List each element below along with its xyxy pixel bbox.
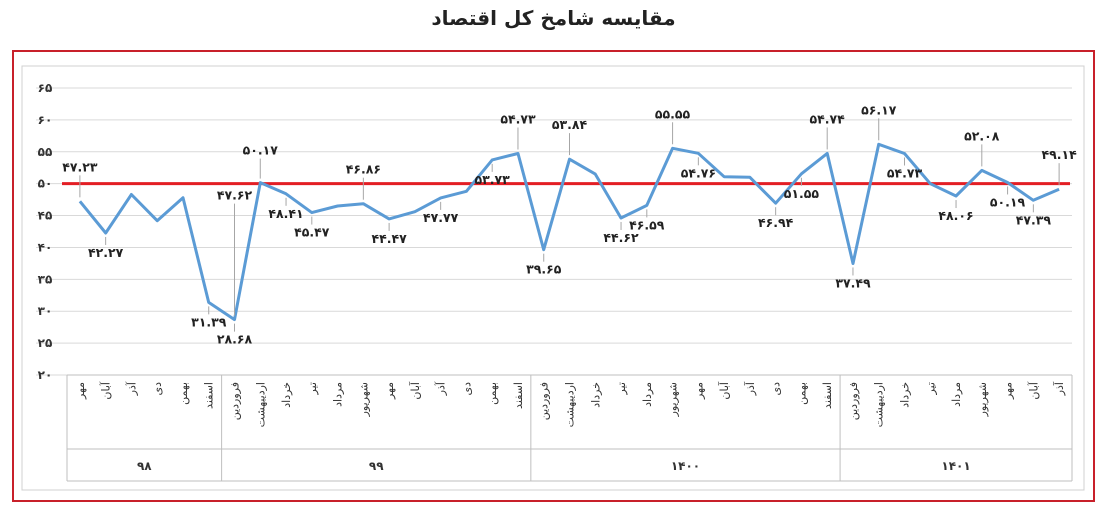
y-tick-label: ۵۵	[38, 145, 53, 159]
data-label: ۴۸.۴۱	[268, 206, 303, 221]
data-label: ۴۹.۱۴	[1041, 147, 1077, 162]
x-tick-label: بهمن	[795, 382, 808, 405]
gridlines	[36, 87, 1072, 482]
x-tick-label: مرداد	[332, 382, 345, 407]
x-tick-label: فروردین	[847, 382, 860, 420]
data-label: ۵۴.۷۴	[810, 111, 846, 126]
year-label: ۱۴۰۱	[941, 459, 970, 473]
x-tick-label: مرداد	[950, 382, 963, 407]
x-tick-label: اردیبهشت	[564, 382, 577, 427]
data-label: ۴۷.۷۷	[423, 210, 459, 225]
y-tick-label: ۶۵	[38, 81, 53, 95]
data-label: ۴۵.۴۷	[294, 225, 330, 240]
x-tick-label: آذر	[434, 381, 448, 396]
x-tick-label: مهر	[383, 382, 396, 400]
x-tick-label: تیر	[306, 382, 319, 395]
data-label: ۴۴.۴۷	[371, 231, 407, 246]
y-tick-label: ۵۰	[38, 177, 53, 191]
y-tick-label: ۲۰	[38, 368, 53, 382]
data-label: ۴۸.۰۶	[938, 208, 973, 223]
x-tick-label: دی	[460, 382, 473, 396]
y-tick-label: ۲۵	[38, 336, 53, 350]
x-tick-label: آبان	[408, 381, 422, 399]
y-tick-label: ۴۵	[38, 209, 53, 223]
year-label: ۱۴۰۰	[671, 459, 700, 473]
series-line	[78, 142, 1060, 322]
x-tick-label: فروردین	[229, 382, 242, 420]
data-label: ۳۱.۳۹	[191, 314, 227, 329]
x-tick-label: شهریور	[976, 382, 989, 417]
x-tick-label: خرداد	[280, 382, 293, 408]
y-tick-label: ۴۰	[38, 240, 53, 254]
x-tick-label: دی	[770, 382, 783, 396]
x-axis-years: ۹۸ ۹۹ ۱۴۰۰ ۱۴۰۱	[66, 375, 1073, 481]
x-tick-label: تیر	[615, 382, 628, 395]
y-tick-label: ۳۰	[38, 304, 53, 318]
x-tick-label: شهریور	[667, 382, 680, 417]
data-label: ۵۰.۱۷	[243, 143, 279, 158]
x-tick-label: مهر	[74, 382, 87, 400]
data-label: ۴۷.۳۹	[1016, 212, 1052, 227]
x-axis-categories: مهر آبان آذر دی بهمن اسفند فروردین اردیبهشت خردا…	[74, 381, 1066, 427]
x-tick-label: دی	[151, 382, 164, 396]
data-label: ۴۶.۵۹	[629, 217, 665, 232]
data-label: ۴۲.۲۷	[88, 245, 124, 260]
y-tick-label: ۶۰	[38, 113, 53, 127]
x-tick-label: فروردین	[538, 382, 551, 420]
x-tick-label: مهر	[1002, 382, 1015, 400]
x-tick-label: خرداد	[589, 382, 602, 408]
data-label: ۳۹.۶۵	[526, 262, 562, 277]
plot-border	[21, 65, 1085, 491]
data-label: ۵۵.۵۵	[655, 106, 691, 121]
data-labels: ۴۷.۲۳ ۴۲.۲۷ ۳۱.۳۹ ۲۸.۶۸ ۵۰.۱۷ ۴۷.۶۲ ۴۸.۴۱ ۴۵.۴۷…	[62, 102, 1077, 346]
chart-frame	[12, 50, 1095, 502]
x-tick-label: آذر	[124, 381, 138, 396]
x-tick-label: آبان	[1026, 381, 1040, 399]
data-label: ۴۷.۶۲	[217, 188, 253, 203]
data-label: ۵۰.۱۹	[990, 194, 1026, 209]
x-tick-label: بهمن	[486, 382, 499, 405]
x-tick-label: تیر	[924, 382, 937, 395]
data-label: ۵۳.۸۴	[552, 117, 588, 132]
data-label: ۵۱.۵۵	[784, 186, 820, 201]
chart-title: مقایسه شامخ کل اقتصاد	[431, 6, 676, 30]
data-label: ۵۴.۷۳	[887, 165, 923, 180]
data-label: ۵۶.۱۷	[861, 102, 897, 117]
x-tick-label: اسفند	[203, 382, 216, 409]
data-label: ۵۴.۷۳	[500, 111, 536, 126]
x-tick-label: مرداد	[641, 382, 654, 407]
data-label: ۲۸.۶۸	[217, 332, 253, 347]
x-tick-label: اردیبهشت	[873, 382, 886, 427]
x-tick-label: بهمن	[177, 382, 190, 405]
x-tick-label: شهریور	[357, 382, 370, 417]
data-label: ۴۶.۹۴	[758, 215, 794, 230]
data-label: ۵۲.۰۸	[964, 128, 1000, 143]
y-tick-label: ۳۵	[38, 272, 53, 286]
x-tick-label: آبان	[717, 381, 731, 399]
x-tick-label: آذر	[1052, 381, 1066, 396]
data-label: ۴۴.۶۲	[603, 230, 639, 245]
y-axis-ticks: ۲۰ ۲۵ ۳۰ ۳۵ ۴۰ ۴۵ ۵۰ ۵۵ ۶۰ ۶۵	[38, 81, 53, 382]
year-label: ۹۸	[137, 459, 152, 473]
x-tick-label: اردیبهشت	[254, 382, 267, 427]
data-label: ۴۶.۸۶	[346, 162, 381, 177]
x-tick-label: آذر	[743, 381, 757, 396]
x-tick-label: آبان	[99, 381, 113, 399]
x-tick-label: خرداد	[899, 382, 912, 408]
year-label: ۹۹	[369, 459, 384, 473]
x-tick-label: مهر	[692, 382, 705, 400]
x-tick-label: اسفند	[821, 382, 834, 409]
data-label: ۵۴.۷۶	[681, 165, 716, 180]
data-label: ۵۳.۷۳	[475, 172, 511, 187]
x-tick-label: اسفند	[512, 382, 525, 409]
data-label: ۴۷.۲۳	[62, 159, 98, 174]
data-label: ۳۷.۴۹	[835, 275, 871, 290]
